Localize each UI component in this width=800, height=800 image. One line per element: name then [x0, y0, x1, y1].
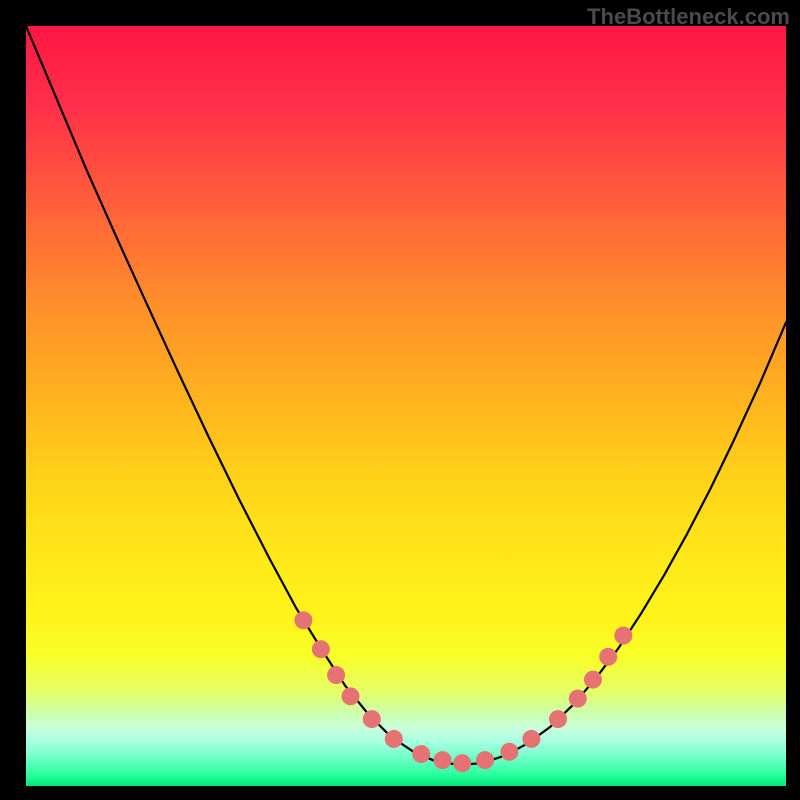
plot-area	[26, 26, 786, 786]
curve-marker	[453, 754, 471, 772]
bottleneck-curve	[26, 26, 786, 765]
curve-marker	[549, 710, 567, 728]
curve-marker	[522, 730, 540, 748]
curve-marker	[433, 751, 451, 769]
chart-svg	[26, 26, 786, 786]
curve-marker	[599, 648, 617, 666]
curve-marker	[584, 671, 602, 689]
curve-marker	[312, 640, 330, 658]
curve-marker	[614, 627, 632, 645]
curve-marker	[476, 751, 494, 769]
curve-marker	[294, 611, 312, 629]
curve-marker	[569, 690, 587, 708]
curve-marker	[500, 743, 518, 761]
curve-marker	[385, 730, 403, 748]
chart-container: TheBottleneck.com	[0, 0, 800, 800]
curve-marker	[412, 745, 430, 763]
curve-marker	[342, 687, 360, 705]
curve-marker	[363, 710, 381, 728]
curve-marker	[327, 666, 345, 684]
watermark-text: TheBottleneck.com	[587, 4, 790, 30]
marker-group	[294, 611, 632, 772]
